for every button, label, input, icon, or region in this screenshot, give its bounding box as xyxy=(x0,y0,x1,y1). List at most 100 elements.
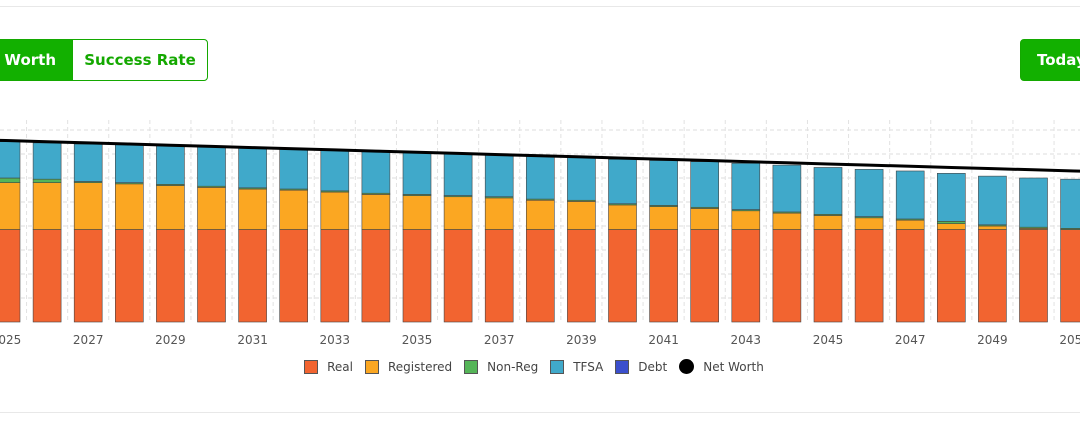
bar-real-2051[interactable] xyxy=(1060,229,1080,323)
bar-non-reg-2025[interactable] xyxy=(0,177,21,183)
bar-tfsa-2031[interactable] xyxy=(238,147,267,189)
bar-tfsa-2036[interactable] xyxy=(443,153,473,196)
bar-tfsa-2045[interactable] xyxy=(813,167,843,215)
bar-tfsa-2037[interactable] xyxy=(484,153,514,198)
bar-real-2029[interactable] xyxy=(156,229,185,323)
bar-tfsa-2030[interactable] xyxy=(197,146,226,187)
bar-registered-2027[interactable] xyxy=(73,182,103,230)
bar-real-2031[interactable] xyxy=(238,229,267,323)
bar-tfsa-2035[interactable] xyxy=(402,152,432,195)
bar-tfsa-2044[interactable] xyxy=(772,164,802,213)
bar-registered-2046[interactable] xyxy=(854,217,884,230)
bar-real-2036[interactable] xyxy=(443,229,473,323)
bar-registered-2038[interactable] xyxy=(525,199,555,230)
bar-real-2030[interactable] xyxy=(197,229,226,323)
bar-tfsa-2046[interactable] xyxy=(854,169,884,217)
top-divider xyxy=(0,6,1080,7)
legend-swatch-registered xyxy=(364,359,379,374)
bar-registered-2036[interactable] xyxy=(443,196,473,230)
bar-registered-2029[interactable] xyxy=(156,185,185,230)
success-rate-tab-button[interactable]: Success Rate xyxy=(72,39,208,81)
bar-real-2027[interactable] xyxy=(73,229,103,323)
bar-registered-2039[interactable] xyxy=(567,201,596,230)
bar-real-2041[interactable] xyxy=(649,229,678,323)
x-axis-ticks: 2025 2027 2029 2031 2033 2035 2037 2039 2041 2043… xyxy=(0,333,1080,347)
bar-real-2047[interactable] xyxy=(895,229,925,323)
bar-real-2050[interactable] xyxy=(1019,229,1048,323)
legend-item-real[interactable]: Real xyxy=(304,359,353,374)
bar-registered-2033[interactable] xyxy=(320,191,350,230)
bar-tfsa-2028[interactable] xyxy=(115,143,144,183)
bar-real-2046[interactable] xyxy=(854,229,884,323)
bar-registered-2049[interactable] xyxy=(978,225,1007,230)
bar-registered-2025[interactable] xyxy=(0,182,21,230)
bar-tfsa-2047[interactable] xyxy=(895,170,925,220)
bar-real-2043[interactable] xyxy=(731,229,761,323)
bar-real-2025[interactable] xyxy=(0,229,21,323)
bar-registered-2045[interactable] xyxy=(813,215,843,230)
bar-tfsa-2043[interactable] xyxy=(731,162,761,210)
bar-real-2035[interactable] xyxy=(402,229,432,323)
bar-registered-2047[interactable] xyxy=(895,219,925,230)
today-button[interactable]: Today xyxy=(1020,39,1080,81)
bar-tfsa-2039[interactable] xyxy=(567,156,596,201)
bar-real-2026[interactable] xyxy=(32,229,62,323)
legend-item-tfsa[interactable]: TFSA xyxy=(550,359,603,374)
legend-item-non-reg[interactable]: Non-Reg xyxy=(464,359,538,374)
bar-non-reg-2048[interactable] xyxy=(936,221,966,224)
bar-real-2039[interactable] xyxy=(567,229,596,323)
bar-tfsa-2048[interactable] xyxy=(936,173,966,222)
bar-registered-2035[interactable] xyxy=(402,195,432,230)
legend-item-registered[interactable]: Registered xyxy=(364,359,452,374)
bar-registered-2032[interactable] xyxy=(279,189,309,230)
bar-registered-2044[interactable] xyxy=(772,212,802,230)
bar-real-2042[interactable] xyxy=(690,229,720,323)
bar-tfsa-2041[interactable] xyxy=(649,160,678,206)
bar-real-2028[interactable] xyxy=(115,229,144,323)
bar-registered-2037[interactable] xyxy=(484,197,514,230)
bar-real-2049[interactable] xyxy=(978,229,1007,323)
bar-registered-2028[interactable] xyxy=(115,183,144,230)
bar-real-2032[interactable] xyxy=(279,229,309,323)
net-worth-tab-button[interactable]: Net Worth xyxy=(0,39,73,81)
bar-real-2038[interactable] xyxy=(525,229,555,323)
bar-tfsa-2051[interactable] xyxy=(1060,178,1080,229)
bar-real-2044[interactable] xyxy=(772,229,802,323)
bar-tfsa-2038[interactable] xyxy=(525,155,555,200)
bar-tfsa-2034[interactable] xyxy=(361,151,391,194)
bar-registered-2043[interactable] xyxy=(731,210,761,230)
bar-tfsa-2040[interactable] xyxy=(608,158,637,205)
bar-registered-2031[interactable] xyxy=(238,188,267,230)
bar-registered-2048[interactable] xyxy=(936,223,966,230)
bar-tfsa-2042[interactable] xyxy=(690,161,720,208)
bar-tfsa-2049[interactable] xyxy=(978,175,1007,226)
x-tick-label: 2037 xyxy=(484,333,515,347)
bar-non-reg-2026[interactable] xyxy=(32,178,62,183)
bar-real-2037[interactable] xyxy=(484,229,514,323)
legend-swatch-real xyxy=(304,359,319,374)
bar-registered-2034[interactable] xyxy=(361,194,391,230)
bar-registered-2042[interactable] xyxy=(690,208,720,230)
bar-real-2034[interactable] xyxy=(361,229,391,323)
bar-registered-2030[interactable] xyxy=(197,187,226,230)
net-worth-line[interactable] xyxy=(0,138,1080,173)
legend-item-net-worth[interactable]: Net Worth xyxy=(679,359,764,374)
bar-registered-2026[interactable] xyxy=(32,182,62,230)
bar-tfsa-2050[interactable] xyxy=(1019,177,1048,228)
bar-real-2033[interactable] xyxy=(320,229,350,323)
bar-registered-2041[interactable] xyxy=(649,206,678,230)
legend-item-debt[interactable]: Debt xyxy=(615,359,667,374)
bar-tfsa-2029[interactable] xyxy=(156,145,185,185)
legend-swatch-net-worth xyxy=(679,359,695,374)
bar-tfsa-2026[interactable] xyxy=(32,142,62,180)
bar-registered-2040[interactable] xyxy=(608,204,637,230)
x-tick-label: 2033 xyxy=(320,333,351,347)
bar-real-2048[interactable] xyxy=(936,229,966,323)
bar-tfsa-2025[interactable] xyxy=(0,141,21,179)
bar-real-2040[interactable] xyxy=(608,229,637,323)
x-tick-label: 2025 xyxy=(0,333,21,347)
bar-tfsa-2033[interactable] xyxy=(320,149,350,192)
bar-tfsa-2032[interactable] xyxy=(279,148,309,190)
bar-tfsa-2027[interactable] xyxy=(73,143,103,182)
bar-real-2045[interactable] xyxy=(813,229,843,323)
